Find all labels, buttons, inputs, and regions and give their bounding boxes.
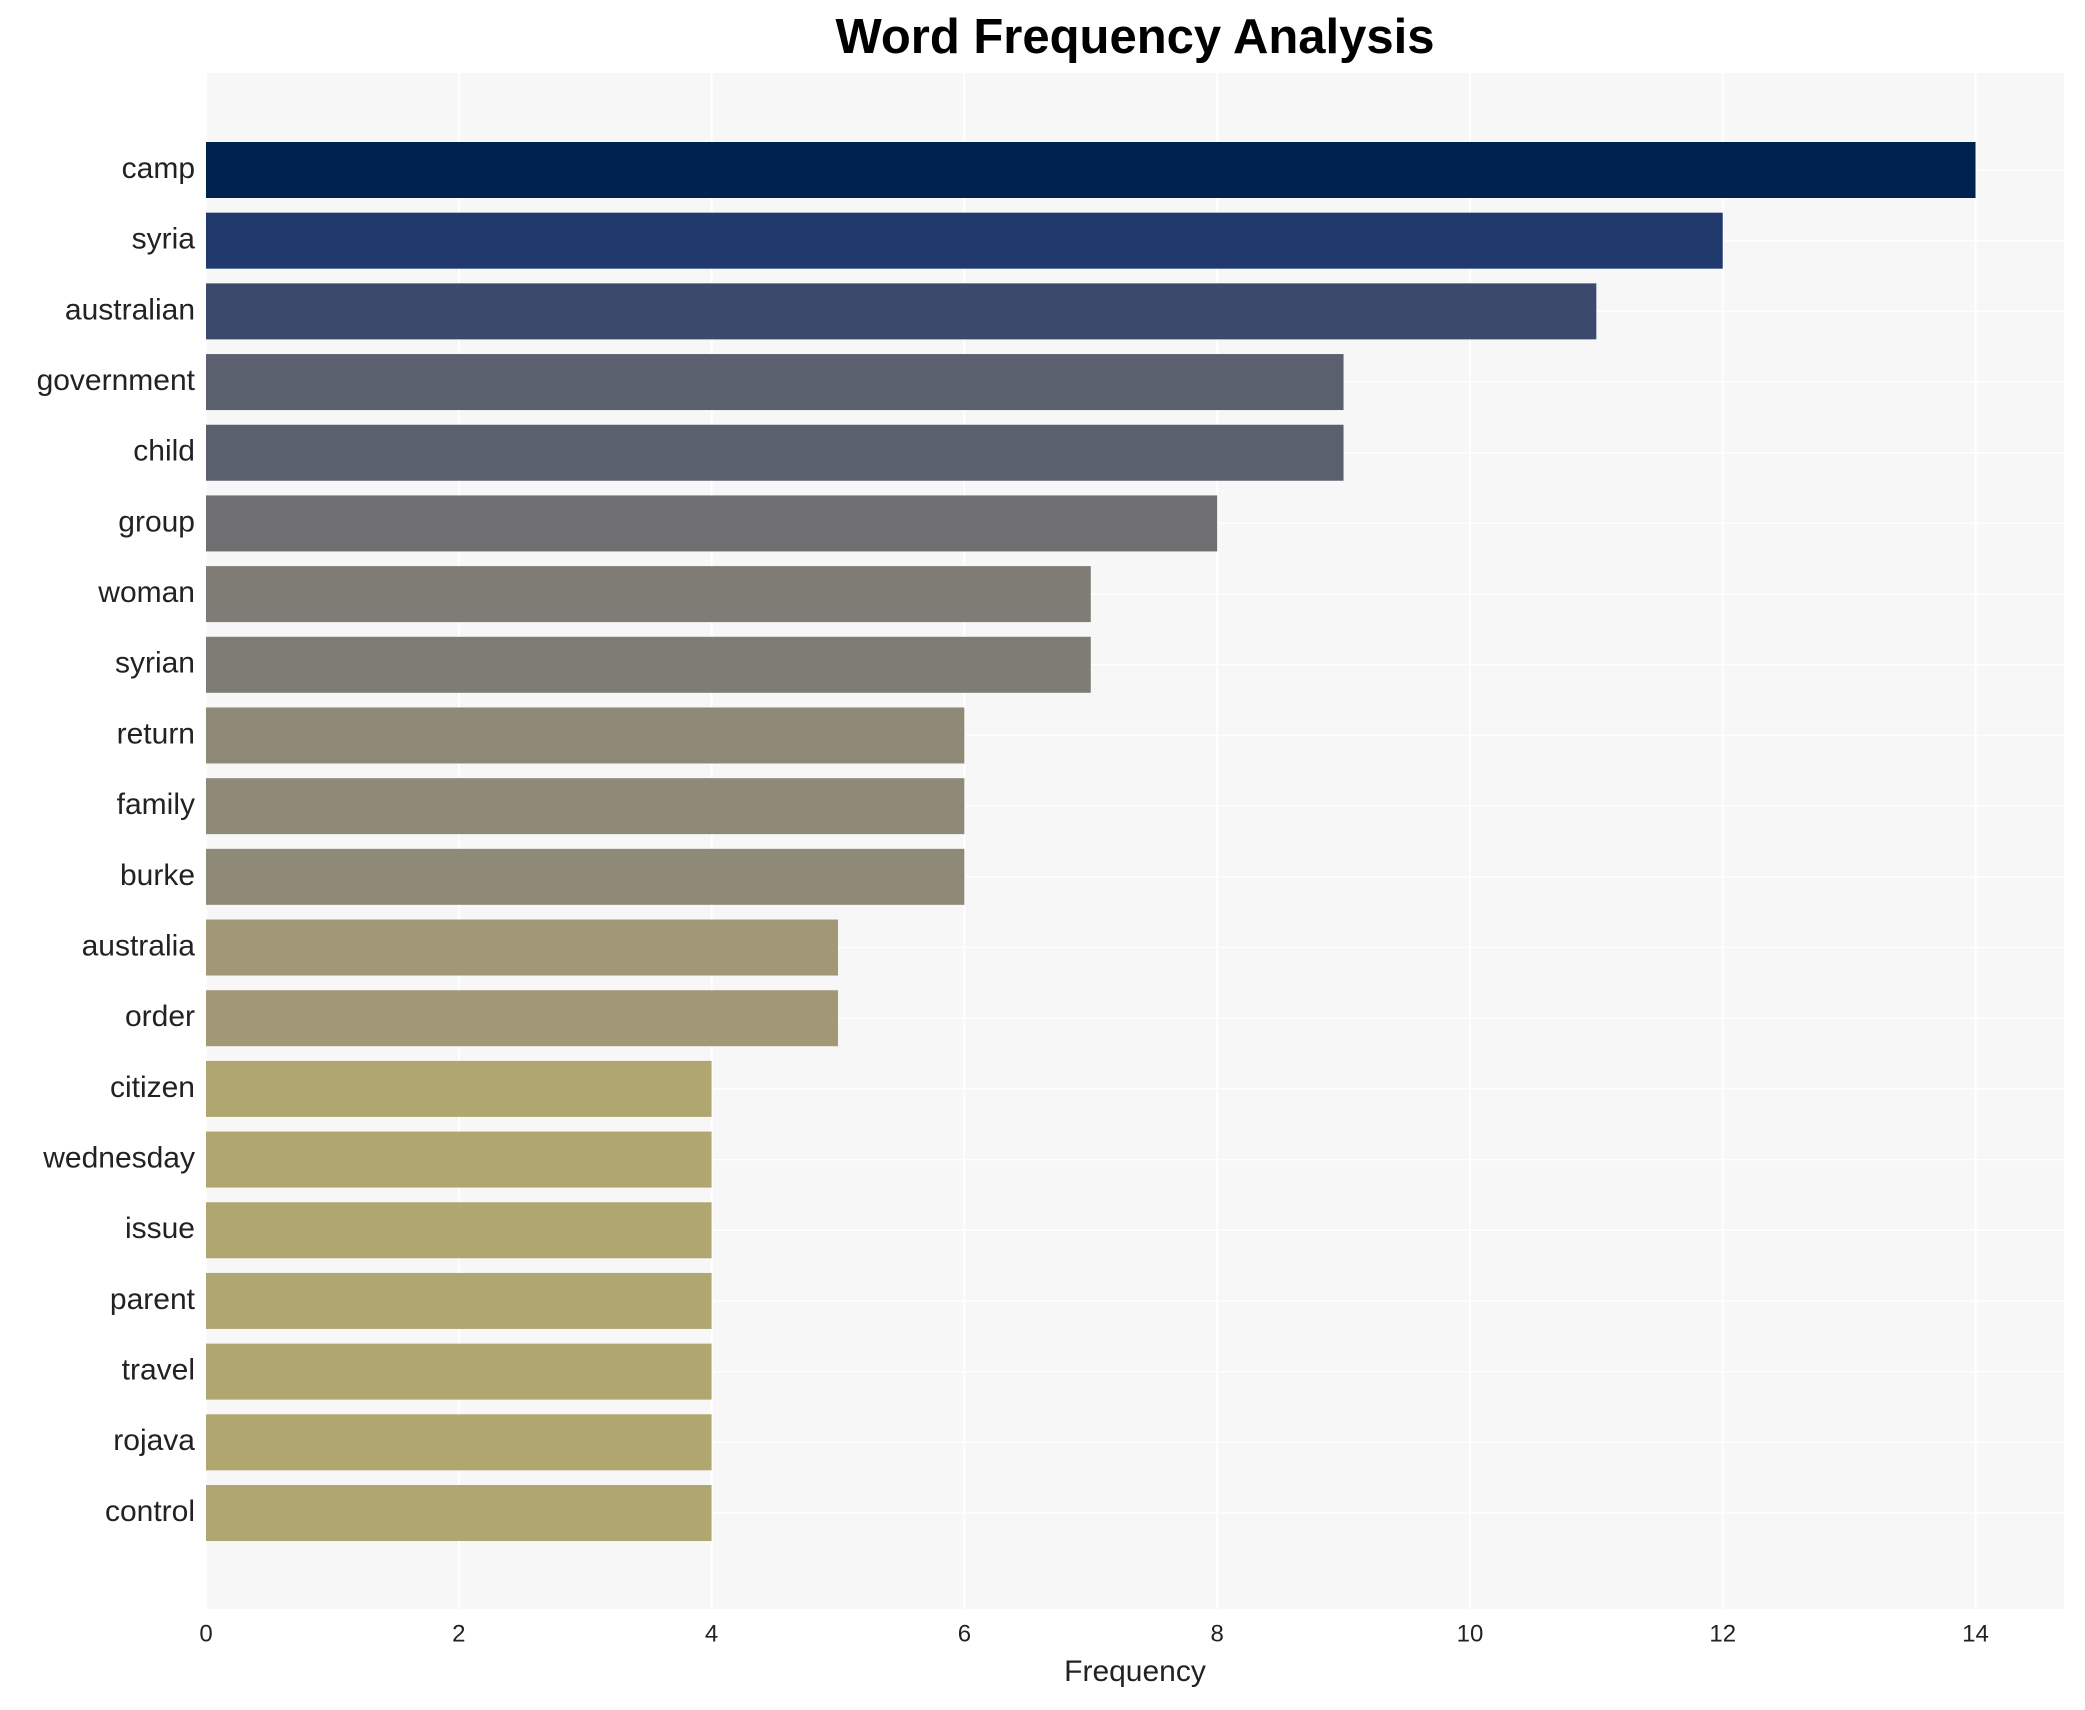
bar (206, 919, 838, 976)
bar (206, 424, 1344, 481)
x-tick-label: 4 (705, 1620, 718, 1647)
y-tick-label: syrian (115, 647, 195, 680)
bar (206, 1202, 712, 1259)
y-tick-label: order (125, 1000, 195, 1033)
x-tick-label: 10 (1457, 1620, 1484, 1647)
y-tick-label: return (117, 717, 195, 750)
y-tick-label: parent (110, 1283, 196, 1316)
x-axis-label: Frequency (1064, 1655, 1206, 1688)
x-tick-label: 6 (958, 1620, 971, 1647)
y-tick-label: family (117, 788, 195, 821)
bar (206, 848, 965, 905)
bar (206, 283, 1597, 340)
bar (206, 1272, 712, 1329)
y-tick-label: camp (122, 152, 195, 185)
bar (206, 636, 1091, 693)
bar (206, 566, 1091, 623)
x-tick-label: 14 (1962, 1620, 1989, 1647)
y-tick-label: government (37, 364, 196, 397)
bar (206, 990, 838, 1047)
x-tick-label: 12 (1709, 1620, 1736, 1647)
y-tick-label: citizen (110, 1071, 195, 1104)
y-tick-label: travel (122, 1354, 195, 1387)
bar (206, 212, 1723, 269)
y-tick-label: australia (82, 929, 196, 962)
y-tick-label: australian (65, 293, 195, 326)
x-tick-label: 0 (199, 1620, 212, 1647)
bar (206, 495, 1218, 552)
bar (206, 1414, 712, 1471)
y-tick-label: syria (132, 223, 196, 256)
chart-title: Word Frequency Analysis (835, 10, 1434, 64)
bar (206, 1485, 712, 1541)
bar (206, 142, 1976, 198)
y-tick-label: wednesday (42, 1142, 195, 1175)
y-tick-label: child (133, 435, 195, 468)
bar (206, 1060, 712, 1117)
bar (206, 1131, 712, 1188)
y-tick-label: control (105, 1495, 195, 1528)
y-tick-label: woman (97, 576, 195, 609)
bar (206, 1343, 712, 1400)
x-tick-label: 8 (1210, 1620, 1223, 1647)
x-tick-label: 2 (452, 1620, 465, 1647)
y-tick-label: issue (125, 1212, 195, 1245)
y-tick-label: rojava (113, 1424, 195, 1457)
bar (206, 354, 1344, 411)
y-tick-label: burke (120, 859, 195, 892)
y-tick-label: group (118, 505, 195, 538)
bar (206, 707, 965, 764)
bar (206, 778, 965, 835)
